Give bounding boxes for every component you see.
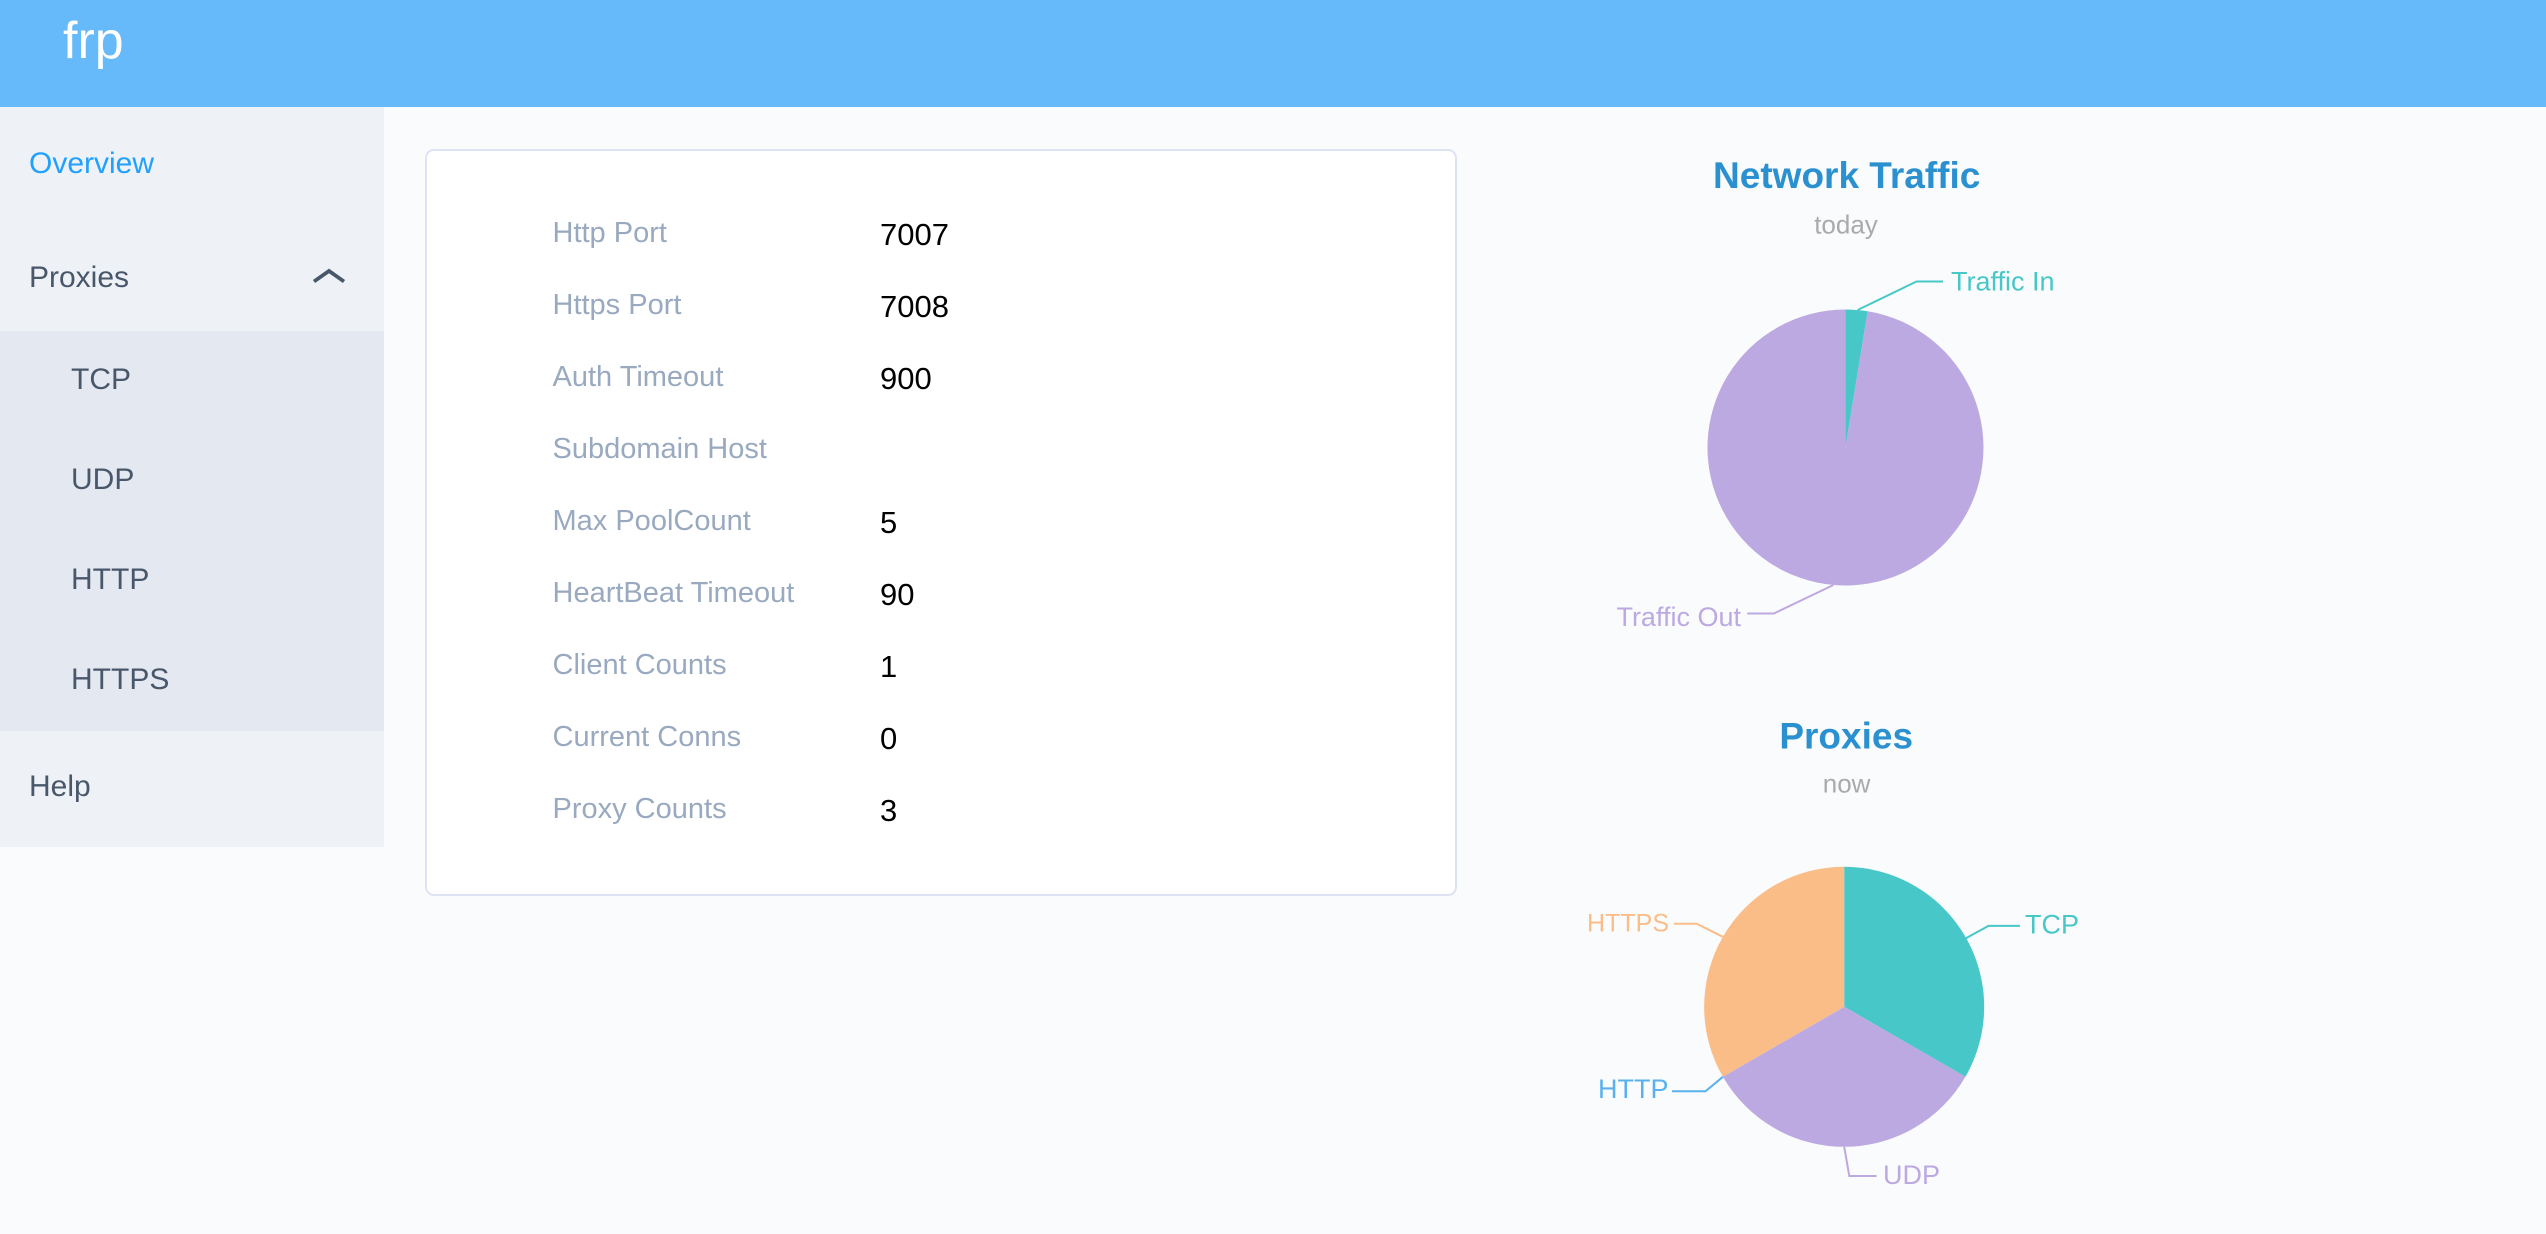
svg-text:HTTP: HTTP (1598, 1074, 1669, 1104)
svg-text:UDP: UDP (1883, 1160, 1940, 1190)
svg-text:now: now (1823, 768, 1871, 798)
svg-text:Proxies: Proxies (1779, 716, 1913, 757)
svg-text:HTTPS: HTTPS (1587, 910, 1669, 938)
svg-text:Traffic In: Traffic In (1951, 267, 2055, 297)
svg-text:today: today (1814, 209, 1878, 239)
svg-text:Traffic Out: Traffic Out (1616, 602, 1741, 632)
svg-text:TCP: TCP (2025, 910, 2079, 940)
svg-text:Network Traffic: Network Traffic (1713, 155, 1980, 196)
